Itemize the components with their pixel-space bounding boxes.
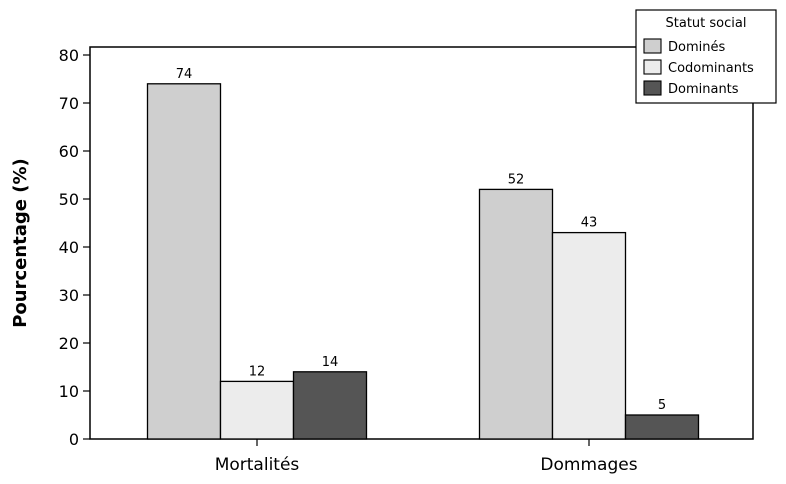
bar-2-1 xyxy=(624,414,700,440)
bars: 74 12 14 52 43 5 xyxy=(146,67,700,440)
y-tick-label: 30 xyxy=(59,286,79,305)
data-label: 52 xyxy=(508,172,525,187)
x-category-label: Dommages xyxy=(540,455,637,475)
data-label: 12 xyxy=(249,364,266,379)
legend-label: Dominants xyxy=(668,82,739,97)
data-label: 43 xyxy=(581,216,598,231)
y-tick-label: 10 xyxy=(59,382,79,401)
x-axis: Mortalités Dommages xyxy=(215,439,638,475)
y-tick-label: 80 xyxy=(59,46,79,65)
y-axis-title: Pourcentage (%) xyxy=(10,158,31,328)
legend: Statut social Dominés Codominants Dominant… xyxy=(635,9,777,104)
data-label: 14 xyxy=(322,355,339,370)
bar-1-0 xyxy=(219,380,295,440)
bar-0-1 xyxy=(478,188,554,440)
bar-2-0 xyxy=(292,371,368,440)
legend-label: Codominants xyxy=(668,61,754,76)
legend-title: Statut social xyxy=(666,16,747,31)
y-axis: 0 10 20 30 40 50 60 70 80 xyxy=(59,46,90,449)
bar-0-0 xyxy=(146,83,222,440)
y-tick-label: 0 xyxy=(69,430,79,449)
legend-swatch xyxy=(643,80,662,96)
y-tick-label: 60 xyxy=(59,142,79,161)
y-tick-label: 20 xyxy=(59,334,79,353)
y-tick-label: 40 xyxy=(59,238,79,257)
y-tick-label: 50 xyxy=(59,190,79,209)
x-category-label: Mortalités xyxy=(215,455,300,475)
legend-swatch xyxy=(643,38,662,54)
data-label: 74 xyxy=(176,67,193,82)
legend-swatch xyxy=(643,59,662,75)
y-tick-label: 70 xyxy=(59,94,79,113)
bar-1-1 xyxy=(551,231,627,440)
data-label: 5 xyxy=(658,398,666,413)
legend-label: Dominés xyxy=(668,40,725,55)
